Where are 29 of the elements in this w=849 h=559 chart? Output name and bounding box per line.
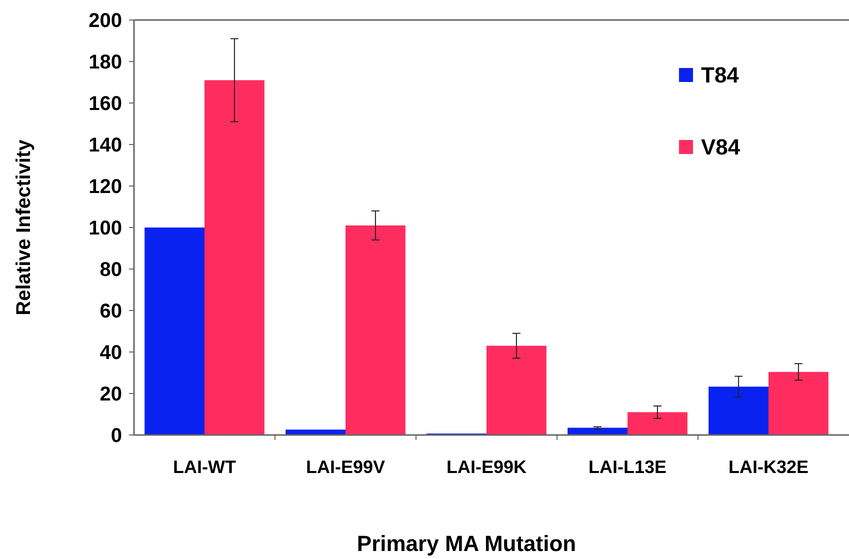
x-axis-title: Primary MA Mutation xyxy=(356,531,576,556)
x-tick-label: LAI-K32E xyxy=(728,457,809,477)
x-tick-label: LAI-E99K xyxy=(446,457,527,477)
bar xyxy=(144,228,204,435)
y-tick-label: 60 xyxy=(100,300,122,322)
y-axis-title: Relative Infectivity xyxy=(13,138,35,316)
y-tick-label: 80 xyxy=(100,259,122,281)
y-tick-label: 160 xyxy=(88,93,122,115)
y-tick-label: 0 xyxy=(110,425,122,447)
bar xyxy=(708,386,768,435)
legend-label: T84 xyxy=(701,62,740,88)
y-tick-label: 100 xyxy=(88,218,122,240)
bar xyxy=(204,80,264,435)
bar xyxy=(486,346,546,435)
y-tick-label: 200 xyxy=(88,10,122,32)
bar xyxy=(768,372,828,435)
bar xyxy=(628,412,688,435)
bar xyxy=(568,428,628,435)
y-tick-label: 140 xyxy=(88,134,122,156)
bar xyxy=(346,225,406,435)
x-tick-label: LAI-L13E xyxy=(588,457,667,477)
legend-label: V84 xyxy=(701,134,741,160)
x-tick-label: LAI-WT xyxy=(173,457,236,477)
bar xyxy=(286,430,346,435)
x-tick-label: LAI-E99V xyxy=(306,457,386,477)
y-tick-label: 20 xyxy=(100,384,122,406)
y-tick-label: 120 xyxy=(88,176,122,198)
y-tick-label: 180 xyxy=(88,52,122,74)
y-tick-label: 40 xyxy=(100,342,122,364)
